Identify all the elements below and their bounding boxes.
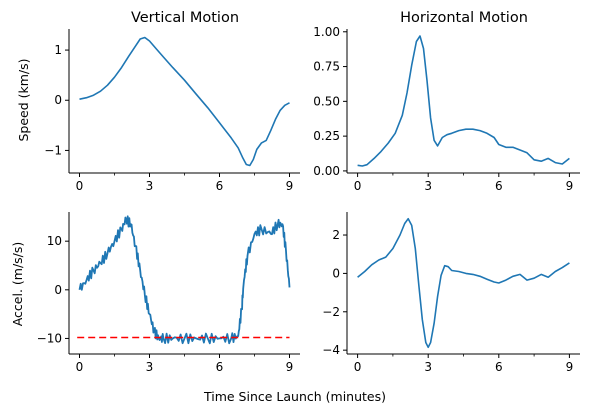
vertical-accel-panel: Accel. (m/s/s) 0 3 6 9 −10 0 10	[10, 212, 300, 374]
x-tick-label: 3	[424, 179, 432, 193]
y-tick-label: 0	[54, 93, 62, 107]
y-tick-label: 2	[332, 228, 340, 242]
series-line	[357, 217, 570, 349]
x-tick-label: 3	[146, 360, 154, 374]
y-axis-label: Speed (km/s)	[16, 58, 31, 141]
x-tick-label: 0	[76, 179, 84, 193]
panel-title: Horizontal Motion	[400, 10, 528, 26]
x-tick-label: 3	[146, 179, 154, 193]
x-tick-label: 9	[286, 360, 294, 374]
series-line	[78, 215, 291, 345]
x-tick-label: 0	[76, 360, 84, 374]
x-tick-label: 0	[354, 179, 362, 193]
y-tick-label: −2	[322, 305, 340, 319]
vertical-speed-panel: Vertical Motion Speed (km/s) 0 3 6 9 −1 0 1	[16, 10, 300, 193]
y-tick-label: 0	[332, 266, 340, 280]
y-tick-label: −1	[44, 143, 62, 157]
y-tick-label: 10	[47, 234, 62, 248]
y-tick-label: 1.00	[313, 25, 340, 39]
series-line	[79, 36, 290, 167]
x-tick-label: 6	[495, 179, 503, 193]
shared-x-axis-label: Time Since Launch (minutes)	[203, 389, 386, 404]
x-tick-label: 6	[216, 360, 224, 374]
x-tick-label: 0	[354, 360, 362, 374]
y-tick-label: 1	[54, 43, 62, 57]
x-tick-label: 6	[495, 360, 503, 374]
panel-title: Vertical Motion	[131, 10, 239, 26]
y-tick-label: 0.00	[313, 164, 340, 178]
x-tick-label: 9	[286, 179, 294, 193]
y-tick-label: 0.50	[313, 94, 340, 108]
x-tick-label: 9	[566, 360, 574, 374]
horizontal-speed-panel: Horizontal Motion 0 3 6 9 0.00 0.25 0.50 0.75 1.…	[313, 10, 580, 193]
horizontal-accel-panel: 0 3 6 9 −4 −2 0 2	[322, 212, 580, 374]
y-tick-label: 0	[54, 283, 62, 297]
y-tick-label: −10	[37, 331, 62, 345]
y-tick-label: 0.25	[313, 129, 340, 143]
x-tick-label: 9	[566, 179, 574, 193]
x-tick-label: 3	[424, 360, 432, 374]
y-tick-label: −4	[322, 343, 340, 357]
y-tick-label: 0.75	[313, 60, 340, 74]
series-line	[357, 35, 570, 167]
x-tick-label: 6	[216, 179, 224, 193]
y-axis-label: Accel. (m/s/s)	[10, 242, 25, 327]
